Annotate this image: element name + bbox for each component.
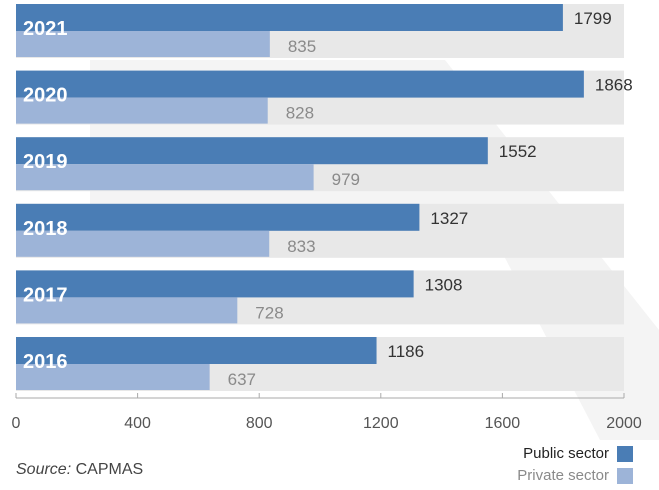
bar-public-2021 xyxy=(16,4,563,31)
data-label-private: 637 xyxy=(228,370,256,389)
bar-public-2017 xyxy=(16,270,414,298)
source-label: Source: xyxy=(16,461,72,478)
legend-item-private: Private sector xyxy=(517,467,633,484)
bar-public-2016 xyxy=(16,337,377,364)
data-label-public: 1186 xyxy=(388,342,425,361)
source-value: CAPMAS xyxy=(75,461,144,478)
x-tick-label: 800 xyxy=(246,415,273,432)
bar-row-2019: 2019 1552 979 xyxy=(16,137,624,192)
bar-public-2018 xyxy=(16,203,420,231)
x-tick-label: 1200 xyxy=(363,415,399,432)
x-tick-label: 0 xyxy=(12,415,21,432)
data-label-private: 979 xyxy=(332,170,360,189)
category-label: 2018 xyxy=(23,218,68,240)
bar-row-2020: 2020 1868 828 xyxy=(16,70,633,125)
bar-chart: 2021 1799 835 2020 1868 828 2019 1552 979 2018 132… xyxy=(12,4,659,440)
category-label: 2017 xyxy=(23,284,68,306)
bar-row-2016: 2016 1186 637 xyxy=(16,337,624,391)
category-label: 2019 xyxy=(23,151,68,173)
data-label-private: 728 xyxy=(255,303,283,322)
data-label-public: 1868 xyxy=(595,76,633,95)
legend-item-public: Public sector xyxy=(523,445,633,462)
x-tick-label: 2000 xyxy=(606,415,642,432)
data-label-private: 828 xyxy=(286,104,314,123)
category-label: 2020 xyxy=(23,85,68,107)
data-label-public: 1327 xyxy=(430,209,468,228)
bar-private-2020 xyxy=(16,97,268,124)
bar-private-2018 xyxy=(16,230,270,257)
bar-row-2018: 2018 1327 833 xyxy=(16,203,624,258)
data-label-public: 1552 xyxy=(499,142,537,161)
data-label-public: 1308 xyxy=(425,275,463,294)
bar-row-2017: 2017 1308 728 xyxy=(16,270,624,325)
bar-private-2016 xyxy=(16,364,210,390)
bar-row-2021: 2021 1799 835 xyxy=(16,4,624,58)
bar-private-2019 xyxy=(16,164,314,191)
category-label: 2016 xyxy=(23,351,68,373)
data-label-private: 833 xyxy=(287,237,315,256)
bar-public-2019 xyxy=(16,137,488,165)
data-label-private: 835 xyxy=(288,37,316,56)
x-tick-label: 400 xyxy=(124,415,151,432)
legend-label-public: Public sector xyxy=(523,445,609,462)
bar-rows: 2021 1799 835 2020 1868 828 2019 1552 979 2018 132… xyxy=(16,4,633,391)
x-tick-label: 1600 xyxy=(485,415,521,432)
x-axis: 0 400 800 1200 1600 2000 xyxy=(12,393,642,432)
bar-private-2021 xyxy=(16,31,270,57)
category-label: 2021 xyxy=(23,18,68,40)
legend-swatch-public xyxy=(617,445,633,462)
bar-private-2017 xyxy=(16,297,238,324)
source-note: Source: CAPMAS xyxy=(16,461,143,479)
legend-swatch-private xyxy=(617,467,633,484)
data-label-public: 1799 xyxy=(574,9,612,28)
bar-public-2020 xyxy=(16,70,584,98)
legend-label-private: Private sector xyxy=(517,467,609,484)
